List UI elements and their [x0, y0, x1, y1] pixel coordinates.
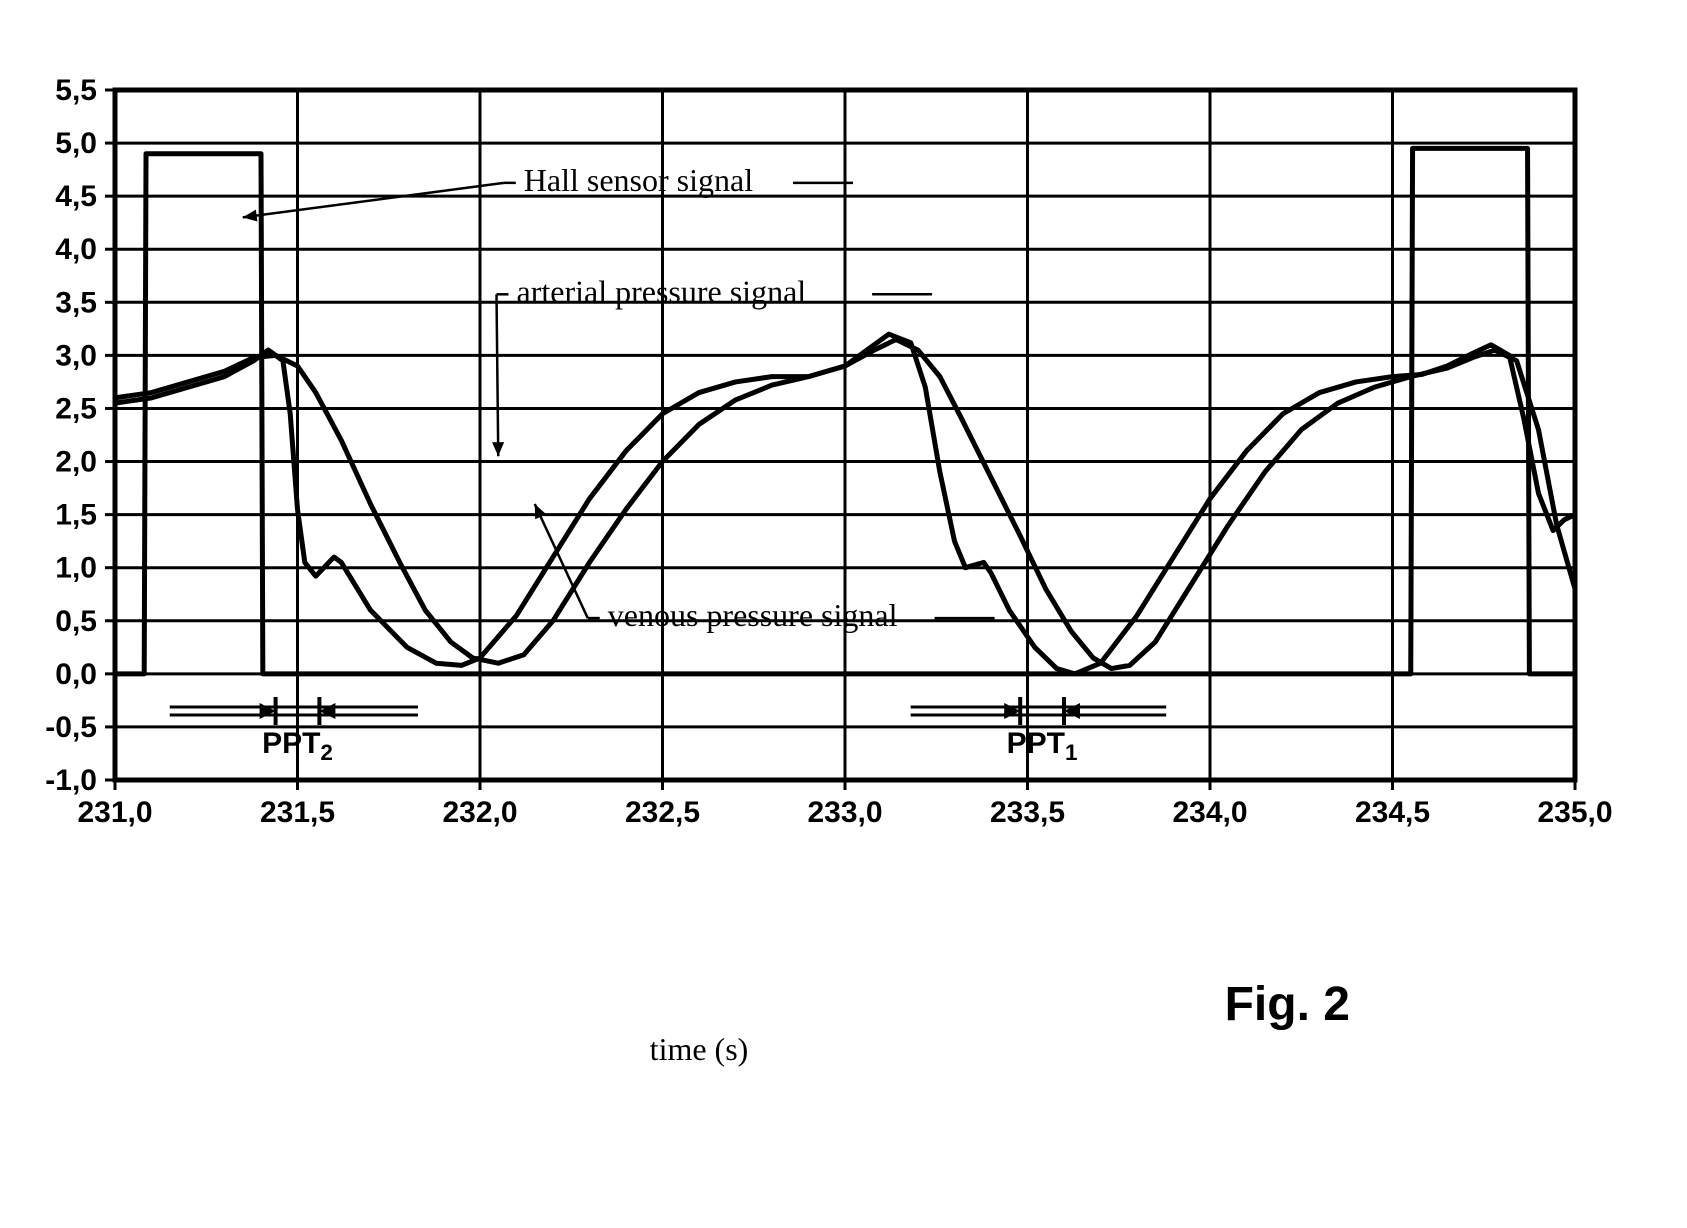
xtick-label: 233,5	[990, 796, 1065, 829]
leader-line	[497, 294, 499, 456]
xtick-label: 233,0	[807, 796, 882, 829]
ytick-label: 0,0	[55, 658, 97, 691]
x-axis-title: time (s)	[650, 1031, 749, 1067]
figure-label: Fig. 2	[1225, 978, 1350, 1031]
ytick-label: 5,5	[55, 74, 97, 107]
ytick-label: 0,5	[55, 605, 97, 638]
xtick-label: 234,0	[1172, 796, 1247, 829]
xtick-label: 235,0	[1537, 796, 1612, 829]
ytick-label: 5,0	[55, 127, 97, 160]
ytick-label: 3,0	[55, 339, 97, 372]
series-label-venous_pressure: venous pressure signal	[608, 597, 898, 633]
ytick-label: 2,5	[55, 392, 97, 425]
xtick-label: 232,0	[442, 796, 517, 829]
ytick-label: 3,5	[55, 286, 97, 319]
xtick-label: 232,5	[625, 796, 700, 829]
series-label-hall_sensor: Hall sensor signal	[524, 162, 753, 198]
chart-svg: -1,0 -0,5 0,0 0,5 1,0 1,5 2,0 2,5 3,0 3,5 4,0 4,5 5,…	[0, 0, 1687, 1228]
ytick-label: 1,0	[55, 552, 97, 585]
ytick-label: 4,5	[55, 180, 97, 213]
ytick-label: -0,5	[45, 711, 97, 744]
ytick-label: 2,0	[55, 446, 97, 479]
figure-container: -1,0 -0,5 0,0 0,5 1,0 1,5 2,0 2,5 3,0 3,5 4,0 4,5 5,…	[0, 0, 1687, 1228]
ytick-label: 1,5	[55, 499, 97, 532]
xtick-label: 231,0	[77, 796, 152, 829]
ytick-label: -1,0	[45, 764, 97, 797]
xtick-label: 234,5	[1355, 796, 1430, 829]
xtick-label: 231,5	[260, 796, 335, 829]
series-label-arterial_pressure: arterial pressure signal	[517, 273, 807, 309]
ytick-label: 4,0	[55, 233, 97, 266]
